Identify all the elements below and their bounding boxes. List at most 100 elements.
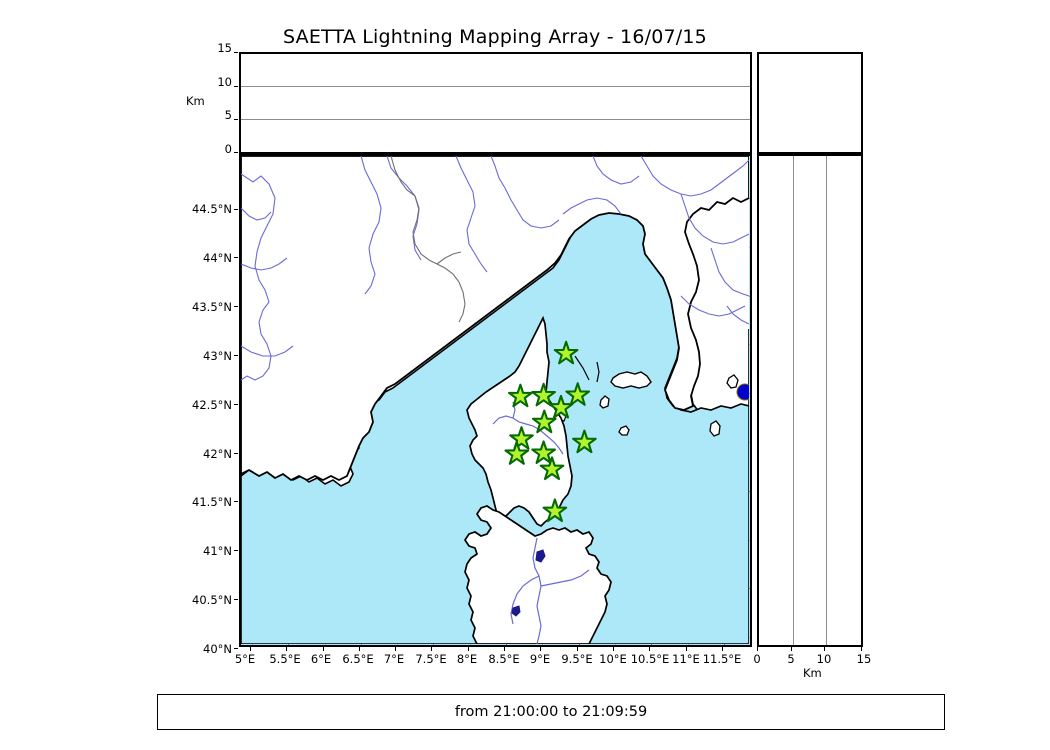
admin-borders — [390, 156, 466, 323]
coastline-giglio — [726, 374, 739, 389]
station-marker-4 — [565, 382, 591, 406]
map-lon-tick-5.5: 5.5°E — [269, 652, 301, 666]
station-marker-9 — [504, 441, 530, 465]
map-lon-tick-11.5: 11.5°E — [702, 652, 742, 666]
map-lon-tickmark-10.5 — [649, 647, 651, 651]
side-panel-xtickmark-5 — [790, 647, 792, 651]
map-lat-tick-42.5: 42.5°N — [192, 398, 232, 412]
coastline-elba — [610, 371, 652, 389]
map-lon-tick-8.5: 8.5°E — [488, 652, 520, 666]
map-lon-tick-10: 10°E — [599, 652, 627, 666]
map-geography — [241, 156, 749, 644]
top-panel-gridline-10 — [241, 85, 750, 87]
top-panel-ytick-mark-5 — [234, 118, 238, 120]
map-lat-tickmark-43 — [234, 354, 238, 356]
map-lat-tick-40.5: 40.5°N — [192, 593, 232, 607]
map-lon-tickmark-10 — [612, 647, 614, 651]
map-lat-tick-43.5: 43.5°N — [192, 300, 232, 314]
map-lon-tick-11: 11°E — [672, 652, 700, 666]
station-markers — [504, 340, 597, 523]
coastline-capraia — [599, 395, 610, 409]
map-lat-tickmark-40.5 — [234, 598, 238, 600]
map-lon-tick-5: 5°E — [234, 652, 256, 666]
station-marker-10 — [531, 440, 556, 464]
top-panel-gridline-5 — [241, 118, 750, 120]
map-lon-tickmark-7.5 — [431, 647, 433, 651]
time-range-text: from 21:00:00 to 21:09:59 — [454, 704, 648, 720]
map-lat-tick-41.5: 41.5°N — [192, 495, 232, 509]
corner-panel[interactable] — [757, 52, 863, 154]
time-range-status-bar[interactable]: from 21:00:00 to 21:09:59 — [157, 694, 945, 730]
top-panel-axis-label: Km — [186, 94, 205, 108]
map-lon-tickmark-6.5 — [358, 647, 360, 651]
rivers-sardinia — [510, 537, 590, 644]
map-lat-tick-44: 44°N — [203, 251, 232, 265]
map-lon-tickmark-5.5 — [286, 647, 288, 651]
height-longitude-panel[interactable] — [757, 154, 863, 647]
coastline-pianosa — [618, 425, 630, 436]
top-panel-ytick-5: 5 — [224, 108, 232, 122]
map-lon-tickmark-9.5 — [576, 647, 578, 651]
map-lat-tick-41: 41°N — [203, 544, 232, 558]
blue-source-marker — [736, 383, 749, 401]
side-panel-xtick-15: 15 — [856, 652, 872, 666]
page-title: SAETTA Lightning Mapping Array - 16/07/1… — [283, 26, 707, 48]
map-lon-tick-9: 9°E — [529, 652, 551, 666]
map-lon-tick-6.5: 6.5°E — [342, 652, 374, 666]
rivers-mainland — [241, 156, 749, 381]
map-lon-tickmark-8.5 — [504, 647, 505, 651]
map-lon-tickmark-7 — [395, 647, 397, 651]
map-lat-tickmark-42.5 — [234, 403, 238, 405]
station-marker-5 — [548, 394, 574, 419]
map-lat-tickmark-42 — [234, 452, 238, 454]
map-lat-tickmark-40 — [234, 647, 238, 649]
station-marker-1 — [553, 340, 579, 365]
map-lon-tick-10.5: 10.5°E — [630, 652, 670, 666]
height-time-panel[interactable] — [239, 52, 752, 154]
map-lon-tick-7: 7°E — [383, 652, 405, 666]
side-panel-axis-label: Km — [803, 666, 822, 680]
station-marker-3 — [531, 382, 556, 407]
station-marker-8 — [572, 429, 597, 454]
coastline-land-north-detail — [241, 156, 749, 482]
map-lon-tickmark-8 — [467, 647, 469, 651]
side-panel-gridline-10 — [826, 156, 828, 645]
map-lat-tickmark-41.5 — [234, 501, 238, 503]
station-marker-11 — [539, 456, 565, 481]
side-panel-xtickmark-15 — [861, 647, 862, 651]
top-panel-ytick-10: 10 — [217, 75, 232, 89]
map-lon-tickmark-9 — [540, 647, 542, 651]
map-lat-tick-40: 40°N — [203, 642, 232, 656]
map-lat-tick-44.5: 44.5°N — [192, 202, 232, 216]
map-panel[interactable] — [239, 154, 752, 647]
coast-detail-marks — [574, 355, 600, 383]
lake-sardinia-south — [511, 605, 521, 617]
top-panel-ytick-mark-15 — [234, 52, 238, 53]
side-panel-xtickmark-10 — [824, 647, 826, 651]
map-lon-tickmark-6 — [322, 647, 324, 651]
top-panel-ytick-15: 15 — [217, 41, 232, 55]
map-lat-tickmark-44 — [234, 257, 238, 259]
map-lat-tick-42: 42°N — [203, 447, 232, 461]
station-marker-12 — [542, 498, 568, 523]
map-lon-tickmark-11 — [685, 647, 687, 651]
map-lon-tickmark-5 — [249, 647, 251, 651]
side-panel-xtick-0: 0 — [753, 652, 761, 666]
map-lon-tick-6: 6°E — [310, 652, 332, 666]
station-marker-2 — [508, 383, 533, 408]
side-panel-xtick-5: 5 — [787, 652, 795, 666]
side-panel-xtick-10: 10 — [816, 652, 832, 666]
top-panel-ytick-0: 0 — [224, 142, 232, 156]
side-panel-gridline-5 — [792, 156, 794, 645]
map-lon-tick-7.5: 7.5°E — [415, 652, 447, 666]
map-lon-tickmark-11.5 — [721, 647, 723, 651]
station-marker-6 — [531, 409, 557, 434]
map-lat-tick-43: 43°N — [203, 349, 232, 363]
map-lat-tickmark-44.5 — [234, 208, 238, 210]
top-panel-ytick-mark-0 — [234, 152, 238, 153]
map-lon-tick-9.5: 9.5°E — [561, 652, 593, 666]
lake-sardinia-north — [535, 549, 546, 563]
map-lon-tick-8: 8°E — [456, 652, 478, 666]
top-panel-ytick-mark-10 — [234, 85, 238, 87]
station-marker-7 — [509, 426, 534, 450]
